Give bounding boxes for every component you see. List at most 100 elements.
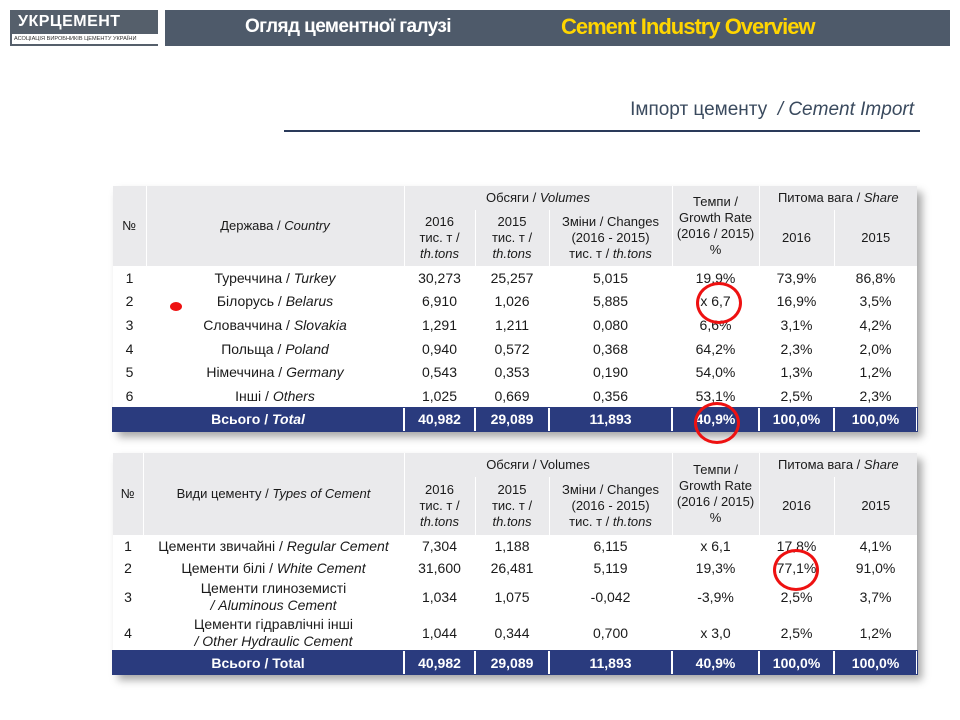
header-country: Держава / Country <box>145 186 404 266</box>
table-cell: Всього / Total <box>113 651 405 674</box>
header-title-en: Cement Industry Overview <box>561 14 816 39</box>
table-cell: -0,042 <box>590 588 631 605</box>
table-row: 3 Цементи глиноземисті / Aluminous Cement … <box>113 579 917 615</box>
table-cell: 0,940 <box>421 340 458 357</box>
table-cell: Цементи білі / White Cement <box>181 560 366 576</box>
table-cell: 1,188 <box>494 538 530 554</box>
title-divider <box>284 130 920 132</box>
table-cell: 2 <box>124 560 132 576</box>
total-row: Всього / Total 40,982 29,089 11,893 40,9% 1… <box>111 650 919 675</box>
table-cell: 29,089 <box>474 651 550 674</box>
header-growth-rate: Темпи / Growth Rate (2016 / 2015) % <box>671 186 759 266</box>
table-row: 1 Туреччина / Turkey 30,273 25,257 5,015 19… <box>113 266 917 290</box>
table-cell: 1,026 <box>494 293 530 310</box>
table-cell: 1,034 <box>421 588 458 605</box>
table-cell: 6,910 <box>421 293 458 310</box>
table-cell: 2 <box>125 293 134 310</box>
table-cell: 2,3% <box>780 340 813 357</box>
header-share-2016: 2016 <box>758 210 834 266</box>
table-cell: 0,080 <box>592 316 629 333</box>
table-row: 3 Словаччина / Slovakia 1,291 1,211 0,080 6… <box>113 313 917 337</box>
table-cell: 7,304 <box>421 538 458 554</box>
table-cell: 19,3% <box>695 560 736 576</box>
table-cell: 3,1% <box>780 316 813 333</box>
table-cell: 5,885 <box>592 293 629 310</box>
table-cell: 1,2% <box>859 364 892 381</box>
table-cell: Цементи глиноземисті / Aluminous Cement <box>200 580 347 613</box>
table-row: 2 Білорусь / Belarus 6,910 1,026 5,885 x 6,… <box>113 290 917 314</box>
table-cell: 19,9% <box>695 269 736 286</box>
table-cell: 0,190 <box>592 364 629 381</box>
table-cell: 5,119 <box>593 560 628 576</box>
table-cell: 6,115 <box>593 538 628 554</box>
table-cell: 1,044 <box>421 624 458 641</box>
table-row: 6 Інші / Others 1,025 0,669 0,356 53,1% 2,5%… <box>113 384 917 408</box>
table-cell: 6 <box>125 387 134 404</box>
table-cell: 30,273 <box>418 269 461 286</box>
table-cell: 4,1% <box>859 538 892 554</box>
header-2016-volume: 2016 тис. т / th.tons <box>403 477 475 535</box>
table-cell: 5 <box>125 364 134 381</box>
logo-text: УКРЦЕМЕНТ <box>18 13 121 30</box>
table-cell: Німеччина / Germany <box>206 364 344 381</box>
header-changes: Зміни / Changes (2016 - 2015) тис. т / th.… <box>548 210 672 266</box>
table-cell: 1,211 <box>495 316 529 333</box>
table-cell: 100,0% <box>832 407 919 431</box>
table-cell: 0,700 <box>592 624 629 641</box>
table-cell: 2,5% <box>780 588 813 605</box>
total-row: Всього / Total 40,982 29,089 11,893 40,9% 1… <box>111 406 919 432</box>
logo: УКРЦЕМЕНТ АСОЦІАЦІЯ ВИРОБНИКІВ ЦЕМЕНТУ У… <box>10 10 158 46</box>
highlight-circle-white-cement-share <box>773 549 819 591</box>
table-cell: 0,368 <box>592 340 629 357</box>
header-bar: Огляд цементної галузі Cement Industry O… <box>165 10 950 46</box>
table-cell: Білорусь / Belarus <box>216 293 334 310</box>
section-title: Імпорт цементу / Cement Import <box>630 99 914 121</box>
table-cell: 16,9% <box>776 293 817 310</box>
header-share-2016: 2016 <box>758 477 835 535</box>
table-cell: x 3,0 <box>700 624 731 641</box>
table-cell: 73,9% <box>776 269 817 286</box>
table-cell: 2,0% <box>859 340 892 357</box>
table-cell: 100,0% <box>758 651 836 674</box>
table-cell: 3 <box>125 316 134 333</box>
header-growth-rate: Темпи / Growth Rate (2016 / 2015) % <box>671 453 760 535</box>
table-cell: 40,9% <box>671 651 761 674</box>
table-cell: Цементи звичайні / Regular Cement <box>158 538 389 554</box>
table-row: 5 Німеччина / Germany 0,543 0,353 0,190 54,… <box>113 360 917 384</box>
table-cell: Польща / Poland <box>221 340 329 357</box>
table-cell: Словаччина / Slovakia <box>203 316 347 333</box>
header-2015-volume: 2015 тис. т / th.tons <box>474 210 549 266</box>
table-cell: 4 <box>125 340 134 357</box>
table-cell: 2,5% <box>780 387 813 404</box>
table-cell: 0,669 <box>494 387 530 404</box>
section-title-en: / Cement Import <box>777 99 914 120</box>
table-cell: 26,481 <box>490 560 534 576</box>
table-cell: 2,5% <box>780 624 813 641</box>
table-cell: 2,3% <box>859 387 892 404</box>
header-no: № <box>122 218 137 233</box>
table-cell: 100,0% <box>833 651 919 674</box>
table-cell: 3 <box>124 588 132 605</box>
table-cell: 100,0% <box>758 407 835 431</box>
highlight-dot <box>170 302 182 311</box>
table-cell: 0,572 <box>494 340 530 357</box>
table-cell: Всього / Total <box>113 407 405 431</box>
header-share: Питома вага / Share <box>758 186 918 210</box>
table-cell: 1 <box>124 538 132 554</box>
table-cell: Цементи гідравлічні інші / Other Hydrauli… <box>194 616 353 649</box>
table-row: 4 Польща / Poland 0,940 0,572 0,368 64,2% 2,… <box>113 337 917 361</box>
table-cell: 4 <box>124 624 132 641</box>
table-cell: 0,356 <box>592 387 629 404</box>
header-share: Питома вага / Share <box>758 453 918 477</box>
table-cell: 1,025 <box>421 387 458 404</box>
header-share-2015: 2015 <box>833 477 918 535</box>
table-cell: 4,2% <box>859 316 892 333</box>
table-cell: 29,089 <box>474 407 550 431</box>
table-cell: 0,344 <box>494 624 530 641</box>
table-row: 4 Цементи гідравлічні інші / Other Hydraul… <box>113 615 917 651</box>
table-cell: Інші / Others <box>235 387 315 404</box>
header-cement-type: Види цементу / Types of Cement <box>142 453 404 535</box>
table-cell: 5,015 <box>592 269 629 286</box>
section-title-ua: Імпорт цементу <box>630 99 768 120</box>
table-cell: 1,3% <box>780 364 813 381</box>
